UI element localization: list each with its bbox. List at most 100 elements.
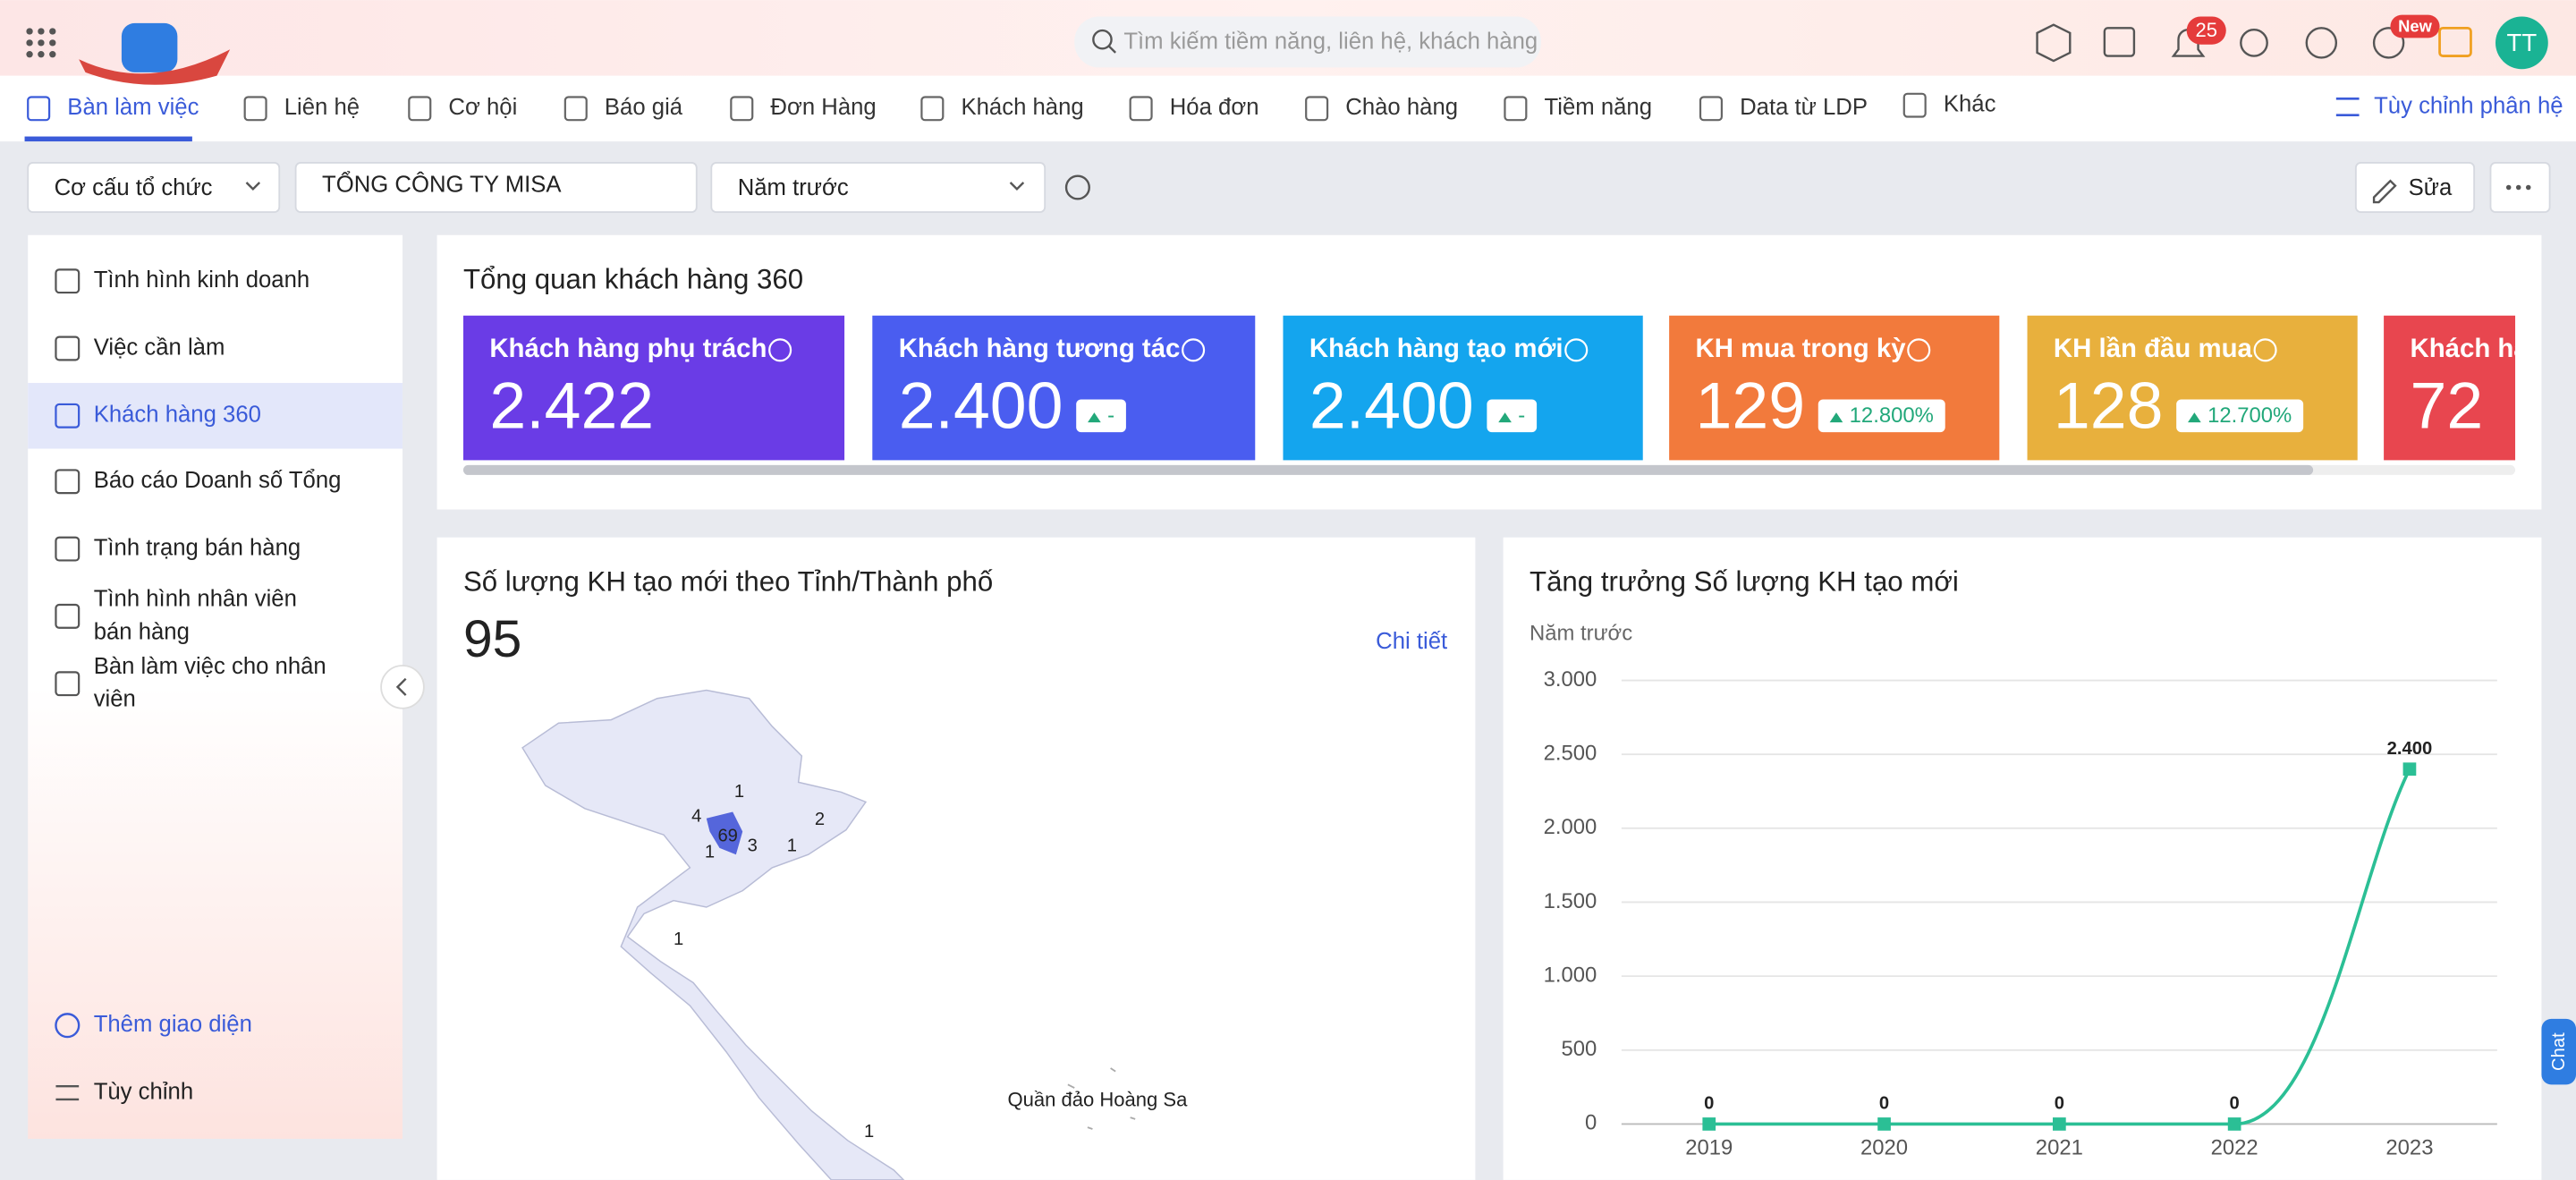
menu-icon <box>55 335 80 361</box>
map-value-label: 1 <box>734 782 744 802</box>
kpi-title: Khách hàng phụ trách <box>489 334 767 363</box>
menu-item[interactable]: Báo cáo Doanh số Tổng <box>94 468 342 493</box>
menu-icon <box>55 603 80 629</box>
tab-icon <box>27 96 51 122</box>
y-tick-label: 1.000 <box>1544 963 1597 987</box>
point-marker <box>1702 1117 1716 1131</box>
menu-item[interactable]: Tình hình kinh doanh <box>94 267 310 293</box>
sidebar-customize[interactable]: Tùy chỉnh <box>94 1079 193 1104</box>
logo[interactable] <box>121 22 178 72</box>
chat-tab[interactable] <box>2541 1018 2576 1085</box>
map-total: 95 <box>463 610 521 668</box>
help-icon[interactable] <box>2305 27 2338 59</box>
calendar-icon[interactable] <box>2103 27 2136 57</box>
map-detail-link[interactable]: Chi tiết <box>1376 629 1447 654</box>
nav-tab[interactable]: Đơn Hàng <box>770 95 876 120</box>
nav-tab[interactable]: Hóa đơn <box>1170 95 1259 120</box>
info-icon <box>1907 338 1931 362</box>
kpi-value: 2.422 <box>489 369 654 443</box>
menu-item[interactable]: Bàn làm việc cho nhân viên <box>94 654 326 712</box>
y-tick-label: 0 <box>1585 1111 1597 1135</box>
map-value-label: 4 <box>691 806 701 826</box>
edit-button[interactable] <box>2354 162 2476 213</box>
kpi-value: 72 <box>2410 369 2483 443</box>
nav-tab[interactable]: Chào hàng <box>1345 95 1458 120</box>
up-arrow <box>1498 412 1512 423</box>
nav-tab[interactable]: Báo giá <box>605 95 683 120</box>
menu-item[interactable]: Tình hình nhân viên bán hàng <box>94 586 297 644</box>
menu-item[interactable]: Khách hàng 360 <box>94 403 261 428</box>
kpi-value: 129 <box>1696 369 1806 443</box>
nav-bar: Bàn làm việc Liên hệ Cơ hội Báo giá Đơn Hàng… <box>27 91 1996 122</box>
nav-tab[interactable]: Data từ LDP <box>1740 95 1868 120</box>
chart: 0 500 1.000 1.500 2.000 2.500 3.000 2019 2020 202… <box>1544 667 2497 1159</box>
nav-tab[interactable]: Cơ hội <box>448 95 517 120</box>
period-select[interactable] <box>710 162 1046 213</box>
edit-icon <box>2372 179 2397 204</box>
add-layout[interactable]: Thêm giao diện <box>94 1012 252 1037</box>
change-badge <box>1818 399 1945 433</box>
kpi-title: Khách hà <box>2410 334 2529 363</box>
info-icon <box>1564 338 1589 362</box>
nav-tab[interactable]: Bàn làm việc <box>67 95 199 120</box>
chart-title: Tăng trưởng Số lượng KH tạo mới <box>1530 565 1959 597</box>
package-icon[interactable] <box>2036 23 2072 63</box>
tab-icon <box>1699 96 1723 122</box>
tab-icon <box>920 96 945 122</box>
map-value-label: 1 <box>705 843 715 862</box>
org-select[interactable] <box>27 162 281 213</box>
edit-text: Sửa <box>2409 175 2453 200</box>
menu-icon <box>55 403 80 429</box>
change-text: 12.700% <box>2207 403 2292 428</box>
app-grid[interactable] <box>26 28 56 58</box>
map-islands <box>1067 1067 1136 1130</box>
settings-icon[interactable] <box>2240 28 2268 57</box>
menu-icon <box>55 536 80 562</box>
more-icon[interactable] <box>2372 27 2405 59</box>
change-text: - <box>1518 403 1525 428</box>
kpi-title: Khách hàng tạo mới <box>1309 334 1563 363</box>
change-text: 12.800% <box>1850 403 1934 428</box>
avatar[interactable] <box>2496 16 2548 70</box>
menu-icon <box>55 268 80 294</box>
map-value-label: 2 <box>815 810 825 829</box>
tab-icon <box>243 96 267 122</box>
collapse-button[interactable] <box>380 665 425 709</box>
up-arrow <box>2188 412 2201 423</box>
nav-tab[interactable]: Liên hệ <box>284 95 360 120</box>
point-marker <box>2053 1117 2066 1131</box>
scroll-thumb[interactable] <box>462 464 2314 475</box>
customize-icon <box>55 1085 80 1101</box>
kpi-change: 12.800% <box>1818 399 1945 433</box>
kpi-title: Khách hàng tương tác <box>899 334 1181 363</box>
kpi-value: 2.400 <box>899 369 1063 443</box>
gift-icon[interactable] <box>2438 26 2472 57</box>
info-icon <box>768 338 792 362</box>
company-select[interactable] <box>294 162 698 213</box>
chevron <box>245 182 261 191</box>
customize-module[interactable]: Tùy chỉnh phân hệ <box>2374 93 2563 118</box>
sidebar <box>28 234 403 1139</box>
notification-badge <box>2186 16 2226 45</box>
x-tick-label: 2021 <box>2036 1135 2083 1159</box>
value-label: 2.400 <box>2387 739 2433 759</box>
nav-tab[interactable]: Tiềm năng <box>1545 95 1652 120</box>
refresh-button[interactable] <box>1064 174 1090 200</box>
up-arrow <box>1829 412 1843 423</box>
map-island-label: Quần đảo Hoàng Sa <box>1007 1089 1188 1111</box>
search-box[interactable] <box>1074 16 1541 68</box>
y-tick-label: 1.500 <box>1544 889 1597 913</box>
nav-tab[interactable]: Khác <box>1944 91 1996 116</box>
menu-item[interactable]: Việc cần làm <box>94 335 225 360</box>
menu-item[interactable]: Tình trạng bán hàng <box>94 535 301 560</box>
search-icon <box>1092 29 1113 50</box>
sidebar-active <box>28 383 403 449</box>
kpi-card <box>1669 315 2000 461</box>
kpi-cards: Khách hàng phụ trách 2.422 Khách hàng tươn… <box>462 315 2529 461</box>
map-value-label: 3 <box>748 836 758 855</box>
nav-tab[interactable]: Khách hàng <box>961 95 1083 120</box>
kpi-card <box>1283 315 1643 461</box>
active-tab-indicator <box>24 136 192 142</box>
